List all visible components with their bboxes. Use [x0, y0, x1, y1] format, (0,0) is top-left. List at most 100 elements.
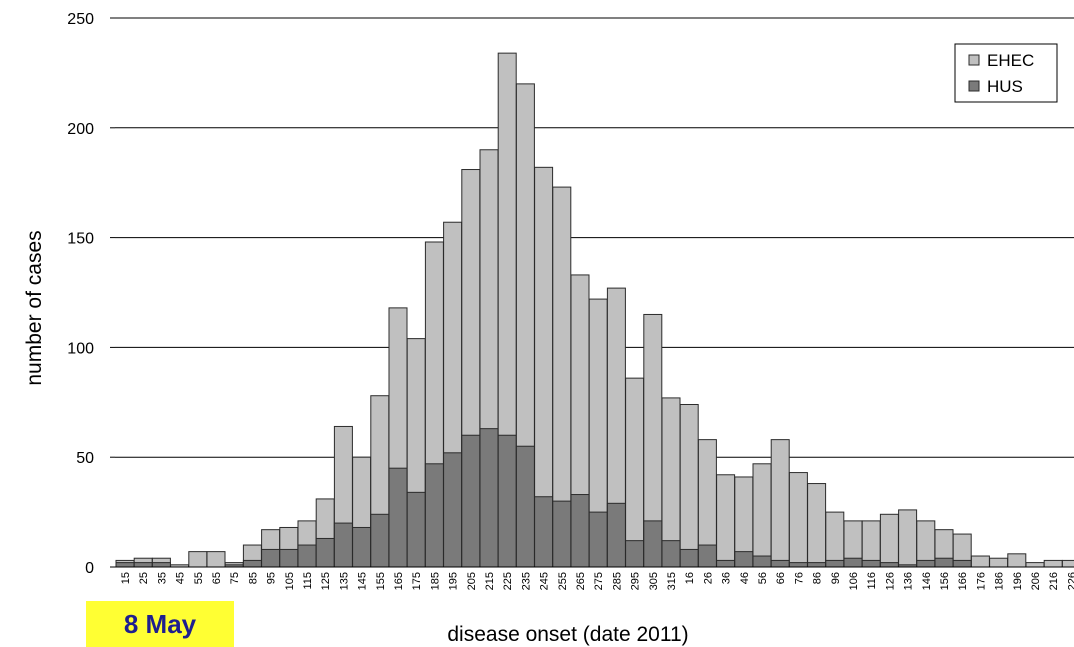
- y-tick-labels: 0 50 100 150 200 250: [67, 11, 115, 577]
- x-tick-label: 215: [484, 572, 496, 590]
- bar-hus-156: [934, 557, 954, 568]
- bar-ehec-176: [970, 555, 990, 568]
- x-tick-label: 226: [1066, 572, 1074, 590]
- x-tick-label: 75: [229, 572, 241, 584]
- bar-hus-165: [388, 467, 408, 568]
- x-tick-label: 56: [757, 572, 769, 584]
- bar-ehec-226: [1061, 559, 1074, 568]
- bar-ehec-196: [1007, 553, 1027, 568]
- bar-hus-35: [151, 562, 171, 568]
- bar-hus-255: [552, 500, 572, 568]
- bar-hus-315: [661, 540, 681, 568]
- legend-swatch-ehec: [968, 54, 980, 66]
- y-tick-label: 100: [67, 340, 94, 357]
- x-tick-label: 86: [812, 572, 824, 584]
- bar-ehec-295: [625, 377, 645, 568]
- x-tick-label: 65: [211, 572, 223, 584]
- x-tick-label: 96: [830, 572, 842, 584]
- x-tick-label: 265: [575, 572, 587, 590]
- bar-ehec-65: [206, 551, 226, 568]
- bar-ehec-96: [825, 511, 845, 568]
- x-tick-label: 46: [739, 572, 751, 584]
- legend-label-ehec: EHEC: [987, 51, 1034, 70]
- x-tick-label: 36: [721, 572, 733, 584]
- bar-ehec-36: [716, 474, 736, 568]
- x-tick-label: 26: [702, 572, 714, 584]
- bar-hus-15: [115, 562, 135, 568]
- bar-ehec-126: [879, 513, 899, 568]
- x-tick-label: 135: [338, 572, 350, 590]
- x-tick-label: 155: [375, 572, 387, 590]
- bar-hus-95: [261, 548, 281, 568]
- x-tick-label: 106: [848, 572, 860, 590]
- x-tick-label: 176: [975, 572, 987, 590]
- bar-hus-265: [570, 494, 590, 568]
- bar-hus-185: [424, 463, 444, 568]
- x-tick-label: 245: [539, 572, 551, 590]
- legend-box: [954, 43, 1058, 103]
- x-tick-label: 145: [357, 572, 369, 590]
- bar-hus-125: [315, 537, 335, 568]
- x-tick-label: 186: [994, 572, 1006, 590]
- bar-hus-85: [242, 559, 262, 568]
- x-tick-label: 76: [793, 572, 805, 584]
- bar-hus-116: [861, 559, 881, 568]
- grid-lines: [115, 17, 1074, 458]
- bar-hus-46: [734, 551, 754, 568]
- x-tick-label: 216: [1048, 572, 1060, 590]
- bar-ehec-206: [1025, 562, 1045, 568]
- bar-ehec-16: [679, 403, 699, 568]
- bar-hus-26: [697, 544, 717, 568]
- bar-hus-36: [716, 559, 736, 568]
- legend-label-hus: HUS: [987, 77, 1023, 96]
- x-tick-label: 165: [393, 572, 405, 590]
- bar-hus-215: [479, 428, 499, 568]
- bar-hus-235: [515, 445, 535, 568]
- x-tick-label: 66: [775, 572, 787, 584]
- x-tick-label: 125: [320, 572, 332, 590]
- x-axis-title: disease onset (date 2011): [447, 623, 688, 646]
- bar-hus-205: [461, 434, 481, 568]
- bar-ehec-86: [807, 483, 827, 568]
- bar-ehec-66: [770, 439, 790, 568]
- x-tick-label: 205: [466, 572, 478, 590]
- bar-hus-175: [406, 491, 426, 568]
- x-tick-label: 126: [884, 572, 896, 590]
- bar-hus-145: [352, 526, 372, 568]
- bar-ehec-186: [989, 557, 1009, 568]
- x-tick-label: 255: [557, 572, 569, 590]
- bar-hus-285: [606, 502, 626, 568]
- x-tick-label: 35: [156, 572, 168, 584]
- bar-hus-195: [443, 452, 463, 568]
- y-tick-label: 200: [67, 121, 94, 138]
- bar-ehec-76: [788, 472, 808, 568]
- x-tick-label: 156: [939, 572, 951, 590]
- x-tick-label: 185: [429, 572, 441, 590]
- x-tick-label: 105: [284, 572, 296, 590]
- bar-ehec-56: [752, 463, 772, 568]
- x-tick-label: 55: [193, 572, 205, 584]
- y-tick-label: 0: [85, 560, 94, 577]
- bar-hus-146: [916, 559, 936, 568]
- x-tick-label: 45: [175, 572, 187, 584]
- x-tick-label: 95: [266, 572, 278, 584]
- legend: EHEC HUS: [954, 43, 1058, 103]
- x-tick-label: 85: [247, 572, 259, 584]
- bar-hus-76: [788, 562, 808, 568]
- x-tick-label: 305: [648, 572, 660, 590]
- bar-hus-106: [843, 557, 863, 568]
- y-tick-label: 50: [76, 450, 94, 467]
- bar-hus-155: [370, 513, 390, 568]
- x-tick-label: 15: [120, 572, 132, 584]
- bar-hus-245: [534, 496, 554, 568]
- bar-hus-56: [752, 555, 772, 568]
- y-tick-label: 250: [67, 11, 94, 28]
- bar-hus-25: [133, 562, 153, 568]
- bar-hus-16: [679, 548, 699, 568]
- x-tick-label: 16: [684, 572, 696, 584]
- bar-hus-86: [807, 562, 827, 568]
- x-tick-labels: 15 25 35 45 55 65 75 85 95 105 115 125 135 145 155 165 1…: [120, 572, 1074, 590]
- bar-ehec-55: [188, 551, 208, 568]
- x-tick-label: 295: [630, 572, 642, 590]
- bar-hus-135: [333, 522, 353, 568]
